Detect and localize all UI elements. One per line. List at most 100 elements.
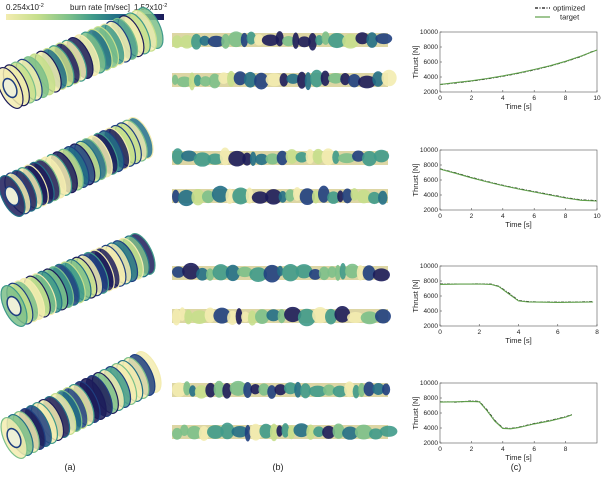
- strip-blob: [193, 74, 202, 87]
- strip-blob: [183, 381, 191, 396]
- strip-blob: [328, 33, 346, 49]
- strip-blob: [277, 309, 286, 324]
- strip-blob: [342, 33, 359, 49]
- strip-blob: [207, 153, 223, 165]
- strip-blob: [294, 381, 302, 398]
- strip-blob: [315, 34, 324, 46]
- strip-blob: [311, 190, 320, 204]
- grain-bore: [4, 185, 20, 207]
- strip-blob: [308, 385, 327, 398]
- y-tick-label: 8000: [424, 162, 439, 169]
- strip-blob: [318, 266, 330, 281]
- strip-blob: [204, 307, 216, 323]
- y-tick-label: 6000: [424, 59, 439, 66]
- strip-blob: [207, 425, 224, 439]
- strip-blob: [355, 32, 370, 45]
- strip-blob: [379, 425, 398, 437]
- strip-blob: [193, 152, 212, 167]
- strip-blob: [259, 423, 273, 439]
- grain-cylinder: [0, 351, 162, 459]
- strip-blob: [350, 188, 359, 201]
- strip-blob: [278, 191, 287, 203]
- strip-blob: [190, 310, 209, 325]
- strip-blob: [373, 149, 390, 163]
- strip-blob: [199, 76, 212, 87]
- strip-blob: [255, 153, 269, 166]
- x-tick-label: 2: [477, 329, 481, 336]
- strip-blob: [184, 309, 193, 325]
- strip-blob: [297, 308, 316, 327]
- strip-blob: [281, 264, 300, 282]
- strip-blob: [287, 425, 295, 440]
- strip-blob: [227, 70, 236, 87]
- strip-blob: [177, 189, 195, 207]
- strip-blob: [337, 190, 344, 203]
- y-tick-label: 8000: [424, 278, 439, 285]
- x-tick-label: 8: [564, 446, 568, 453]
- strip-blob: [172, 35, 182, 49]
- strip-blob: [279, 73, 289, 87]
- x-tick-label: 8: [564, 213, 568, 220]
- strip-blob: [205, 382, 216, 398]
- cross-section-strip: [172, 147, 390, 167]
- cross-section-strip: [172, 185, 388, 207]
- strip-blob: [372, 383, 385, 395]
- strip-blob: [382, 383, 391, 396]
- strip-blob: [362, 265, 376, 281]
- strip-blob: [194, 385, 208, 399]
- strip-blob: [347, 311, 365, 324]
- strip-blob: [265, 153, 280, 165]
- x-axis-label: Time [s]: [505, 220, 531, 229]
- strip-blob: [235, 308, 243, 325]
- strip-blob: [205, 268, 215, 281]
- legend: optimized target: [535, 4, 585, 22]
- cross-section-strip: [172, 31, 393, 51]
- series-target-line: [439, 283, 594, 303]
- strip-blob: [172, 382, 187, 397]
- x-tick-label: 0: [438, 95, 442, 102]
- strip-blob: [172, 148, 184, 165]
- strip-blob: [356, 265, 365, 281]
- strip-blob: [263, 264, 281, 283]
- thrust-chart: 2000 4000 6000 8000 10000 0 2 4 6 8 Time [s] Thrust…: [411, 263, 599, 345]
- strip-blob: [251, 191, 269, 204]
- strip-blob: [258, 383, 270, 396]
- plot-frame: [439, 382, 598, 444]
- y-tick-label: 4000: [424, 425, 439, 432]
- strip-blob: [220, 422, 235, 440]
- strip-blob: [241, 311, 250, 323]
- x-tick-label: 6: [556, 329, 560, 336]
- strip-blob: [323, 384, 336, 396]
- strip-blob: [381, 69, 397, 87]
- strip-blob: [249, 151, 257, 167]
- strip-blob: [245, 187, 254, 204]
- thrust-chart: 2000 4000 6000 8000 10000 0 2 4 6 8 10 Time [s] Thru…: [411, 29, 601, 111]
- x-tick-label: 2: [470, 446, 474, 453]
- strip-blob: [348, 73, 361, 88]
- strip-blob: [267, 385, 277, 399]
- y-tick-label: 10000: [420, 147, 438, 154]
- series-optimized-line: [439, 400, 573, 429]
- x-tick-label: 10: [593, 213, 601, 220]
- x-tick-label: 0: [438, 213, 442, 220]
- strip-blob: [332, 385, 347, 398]
- strip-blob: [342, 188, 353, 204]
- strip-blob: [255, 309, 270, 324]
- strip-blob: [229, 380, 247, 396]
- strip-blob: [228, 31, 244, 48]
- strip-blob: [354, 424, 373, 440]
- y-tick-label: 4000: [424, 74, 439, 81]
- x-tick-label: 4: [501, 213, 505, 220]
- strip-blob: [339, 263, 347, 280]
- strip-blob: [320, 70, 330, 86]
- x-tick-label: 6: [532, 446, 536, 453]
- series-target-line: [439, 168, 598, 202]
- strip-blob: [246, 31, 256, 45]
- strip-blob: [282, 35, 295, 47]
- strip-blob: [321, 31, 330, 45]
- strip-blob: [182, 262, 200, 280]
- grain-cylinder: [0, 117, 154, 217]
- strip-blob: [179, 35, 194, 49]
- strip-blob: [274, 384, 287, 396]
- strip-blob: [211, 185, 229, 203]
